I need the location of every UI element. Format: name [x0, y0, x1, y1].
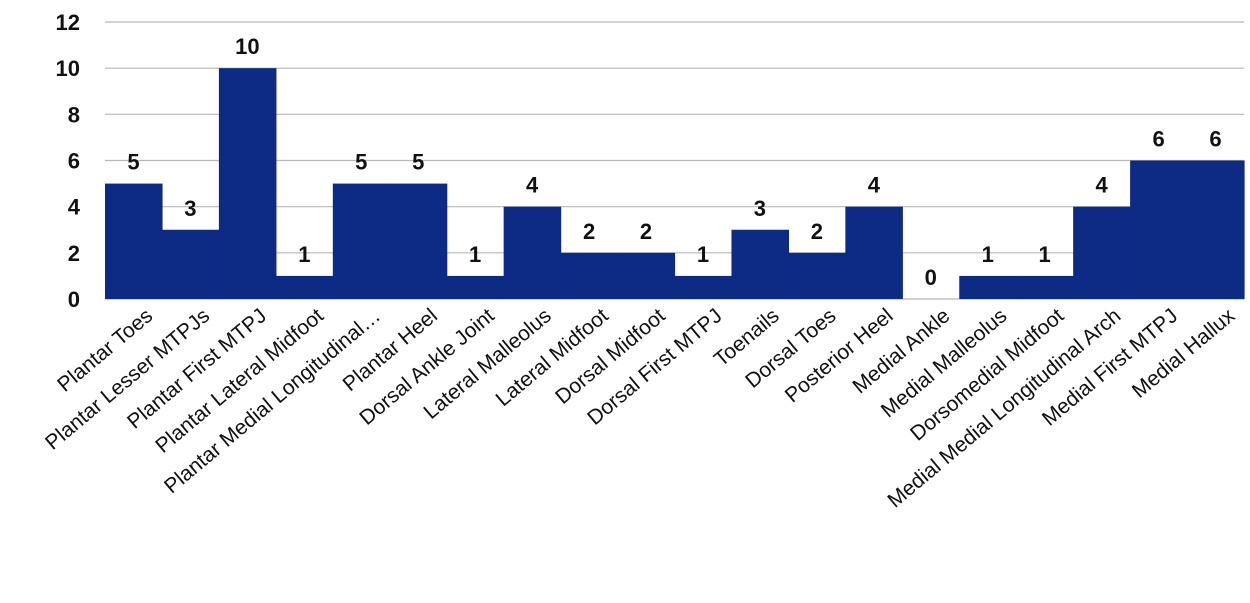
bar — [788, 252, 846, 299]
gridlines — [105, 21, 1244, 300]
data-label: 3 — [754, 196, 766, 221]
y-tick-label: 0 — [68, 287, 80, 312]
data-label: 6 — [1152, 127, 1164, 152]
bar — [1187, 160, 1245, 299]
y-axis: 0 2 4 6 8 10 12 — [56, 10, 81, 312]
data-label: 2 — [583, 219, 595, 244]
bar — [275, 275, 334, 299]
y-tick-label: 2 — [68, 241, 80, 266]
bars — [105, 68, 1245, 300]
data-label: 2 — [811, 219, 823, 244]
data-label: 2 — [640, 219, 652, 244]
data-label: 4 — [1096, 173, 1109, 198]
bar — [332, 183, 391, 299]
bar — [959, 275, 1017, 299]
bar — [674, 275, 733, 299]
data-label: 1 — [469, 242, 481, 267]
bar — [503, 206, 562, 299]
bar — [389, 183, 448, 299]
data-label: 4 — [526, 173, 539, 198]
y-tick-label: 10 — [56, 56, 80, 81]
bar — [218, 68, 277, 300]
data-label: 4 — [868, 173, 881, 198]
data-label: 0 — [925, 265, 937, 290]
bar — [731, 229, 789, 299]
bar — [1016, 275, 1074, 299]
data-label: 6 — [1209, 127, 1221, 152]
data-label: 1 — [298, 242, 310, 267]
bar — [845, 206, 903, 299]
bar — [1130, 160, 1188, 299]
bar — [105, 183, 163, 299]
data-label: 3 — [184, 196, 196, 221]
bar — [617, 252, 676, 299]
y-tick-label: 6 — [68, 149, 80, 174]
data-labels: 5 3 10 1 5 5 1 4 2 2 1 3 2 4 0 1 1 4 6 6 — [127, 34, 1221, 290]
y-tick-label: 12 — [56, 10, 80, 35]
data-label: 10 — [235, 34, 259, 59]
data-label: 5 — [355, 150, 367, 175]
bar — [161, 229, 220, 299]
bar — [560, 252, 619, 299]
data-label: 1 — [982, 242, 994, 267]
bar — [1073, 206, 1131, 299]
data-label: 5 — [412, 150, 424, 175]
data-label: 5 — [127, 150, 139, 175]
bar — [446, 275, 505, 299]
y-tick-label: 4 — [68, 195, 81, 220]
data-label: 1 — [697, 242, 709, 267]
data-label: 1 — [1039, 242, 1051, 267]
y-tick-label: 8 — [68, 102, 80, 127]
